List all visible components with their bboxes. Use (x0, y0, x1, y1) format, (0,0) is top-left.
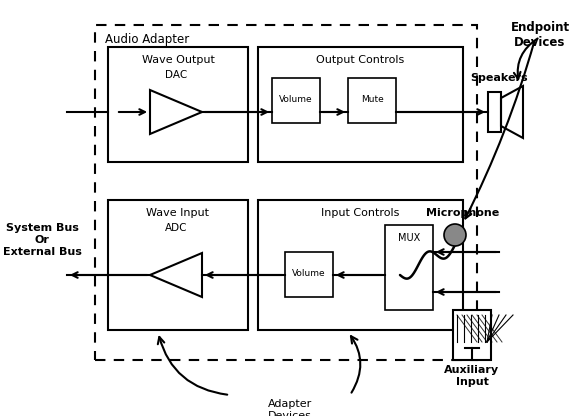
Text: Speakers: Speakers (470, 73, 528, 83)
Bar (108, 47, 248, 162)
FancyArrowPatch shape (158, 337, 227, 395)
Bar (272, 78, 320, 123)
Text: Endpoint
Devices: Endpoint Devices (511, 21, 570, 49)
Circle shape (444, 224, 466, 246)
Bar (285, 252, 333, 297)
Text: Microphone: Microphone (426, 208, 500, 218)
Bar (488, 92, 501, 132)
Text: Volume: Volume (292, 270, 326, 278)
Text: Audio Adapter: Audio Adapter (105, 32, 189, 45)
Text: System Bus
Or
External Bus: System Bus Or External Bus (2, 223, 82, 257)
Bar (453, 310, 491, 360)
FancyArrowPatch shape (351, 336, 360, 393)
Text: DAC: DAC (165, 70, 187, 80)
FancyArrowPatch shape (465, 42, 534, 218)
Text: Mute: Mute (361, 96, 384, 104)
Text: Input Controls: Input Controls (321, 208, 400, 218)
Bar (348, 78, 396, 123)
Text: Wave Output: Wave Output (142, 55, 215, 65)
Bar (108, 200, 248, 330)
FancyArrowPatch shape (514, 38, 538, 79)
Text: Wave Input: Wave Input (146, 208, 209, 218)
Text: Volume: Volume (279, 96, 313, 104)
Text: MUX: MUX (398, 233, 420, 243)
Bar (385, 225, 433, 310)
Text: ADC: ADC (165, 223, 187, 233)
Text: Adapter
Devices: Adapter Devices (268, 399, 312, 416)
Bar (95, 25, 477, 360)
Bar (258, 200, 463, 330)
Bar (258, 47, 463, 162)
Text: Output Controls: Output Controls (317, 55, 405, 65)
Text: Auxiliary
Input: Auxiliary Input (444, 365, 500, 387)
